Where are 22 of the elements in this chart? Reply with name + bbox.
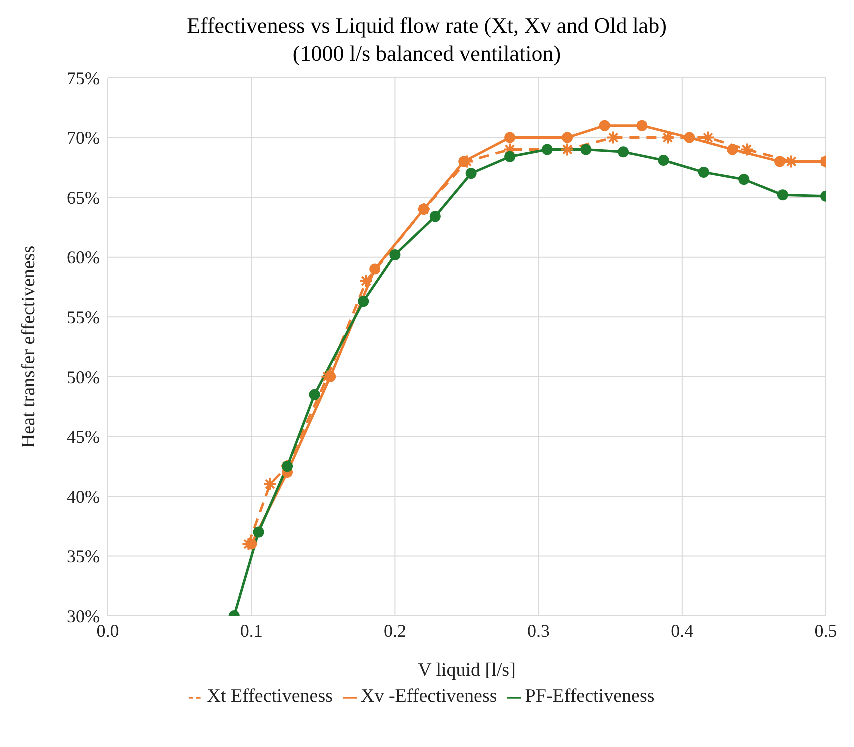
x-tick-label: 0.1 bbox=[240, 620, 263, 641]
x-tick-label: 0.2 bbox=[384, 620, 406, 641]
x-tick-label: 0.4 bbox=[671, 620, 694, 641]
x-axis-title: V liquid [l/s] bbox=[418, 660, 516, 681]
x-tick-label: 0.3 bbox=[528, 620, 550, 641]
legend-label: Xv -Effectiveness bbox=[360, 686, 498, 707]
y-tick-label: 75% bbox=[67, 68, 100, 88]
y-tick-label: 30% bbox=[67, 606, 100, 626]
y-tick-label: 60% bbox=[67, 248, 100, 268]
legend-label: PF-Effectiveness bbox=[525, 686, 655, 707]
y-tick-label: 65% bbox=[67, 188, 100, 208]
y-tick-label: 70% bbox=[67, 128, 100, 148]
chart-title: Effectiveness vs Liquid flow rate (Xt, Xv and Old lab) bbox=[186, 12, 668, 40]
legend-label: Xt Effectiveness bbox=[207, 686, 333, 707]
chart-subtitle: (1000 l/s balanced ventilation) bbox=[292, 40, 562, 68]
y-tick-label: 55% bbox=[67, 308, 100, 328]
y-tick-label: 40% bbox=[67, 486, 100, 507]
x-tick-label: 0.5 bbox=[814, 620, 838, 641]
y-tick-label: 35% bbox=[67, 546, 100, 567]
y-axis-title: Heat transfer effectiveness bbox=[18, 246, 40, 448]
y-tick-label: 50% bbox=[67, 367, 100, 388]
y-tick-label: 45% bbox=[67, 427, 100, 448]
